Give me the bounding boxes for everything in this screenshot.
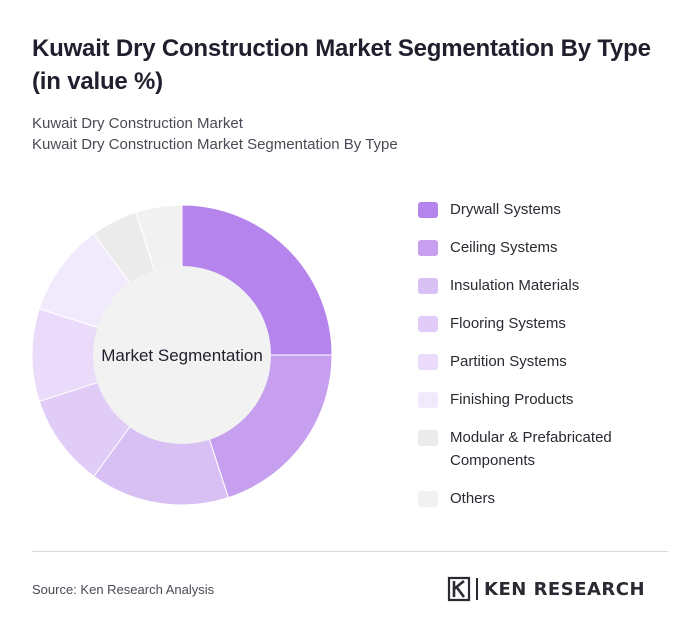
legend-label: Others [450,490,496,507]
legend-item: Modular & Prefabricated Components [418,426,678,472]
legend-swatch [418,354,438,370]
donut-chart: Market Segmentation [31,204,333,506]
legend: Drywall Systems Ceiling Systems Insulation… [418,198,678,525]
breadcrumb-segmentation: Kuwait Dry Construction Market Segmentat… [32,136,398,153]
legend-label: Finishing Products [450,391,574,408]
legend-swatch [418,430,438,446]
legend-item: Drywall Systems [418,198,678,221]
breadcrumb: Kuwait Dry Construction Market Kuwait Dr… [32,113,398,155]
legend-item: Flooring Systems [418,312,678,335]
legend-item: Insulation Materials [418,274,678,297]
legend-swatch [418,316,438,332]
ken-logo-icon [447,576,471,602]
legend-swatch [418,278,438,294]
legend-label: Flooring Systems [450,315,566,332]
legend-item: Partition Systems [418,350,678,373]
logo-text: KEN RESEARCH [484,578,646,600]
chart-title: Kuwait Dry Construction Market Segmentat… [32,35,651,95]
logo-divider [476,578,478,600]
legend-label: Ceiling Systems [450,239,558,256]
legend-item: Finishing Products [418,388,678,411]
center-label: Market Segmentation [101,346,263,365]
legend-item: Ceiling Systems [418,236,678,259]
legend-label: Partition Systems [450,353,567,370]
legend-swatch [418,202,438,218]
legend-swatch [418,392,438,408]
legend-swatch [418,240,438,256]
legend-swatch [418,491,438,507]
breadcrumb-market: Kuwait Dry Construction Market [32,115,243,132]
source-note: Source: Ken Research Analysis [32,582,215,597]
ken-research-logo: KEN RESEARCH [447,576,645,602]
legend-label: Modular & Prefabricated Components [450,429,612,469]
legend-item: Others [418,487,678,510]
legend-label: Insulation Materials [450,277,580,294]
donut-hole [93,266,271,444]
footer-divider [32,551,668,552]
legend-label: Drywall Systems [450,201,561,218]
